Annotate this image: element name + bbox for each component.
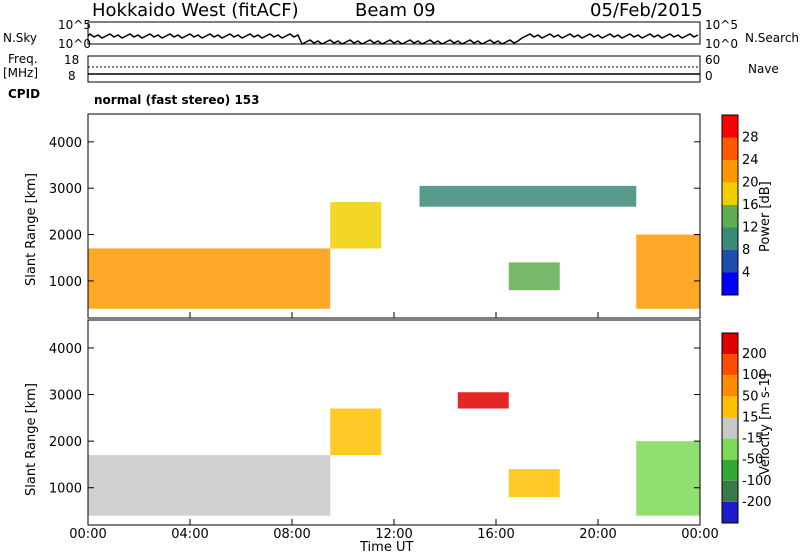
beam-title: Beam 09 [355, 0, 436, 21]
xtick-label-4: 16:00 [477, 527, 514, 542]
velocity-colorbar-tick-1: 100 [742, 368, 767, 383]
velocity-colorbar-frame [721, 332, 739, 524]
power-colorbar-swatch-3 [722, 205, 738, 228]
power-colorbar-tick-0: 4 [742, 266, 750, 281]
power-colorbar-frame [721, 114, 739, 296]
xtick-label-2: 08:00 [273, 527, 310, 542]
velocity-colorbar-swatch-5 [722, 396, 738, 418]
velocity-colorbar-swatch-6 [722, 375, 738, 397]
velocity-colorbar-swatch-1 [722, 480, 738, 502]
velocity-colorbar-swatch-7 [722, 354, 738, 376]
velocity-colorbar-tick-3: 15 [742, 410, 759, 425]
nave-bottom-tick: 0 [705, 69, 713, 83]
x-axis-label: Time UT [360, 540, 414, 555]
velocity-colorbar-tick-7: -200 [742, 495, 772, 510]
velocity-echo-region-2 [457, 392, 509, 409]
power-ytick-label-3: 4000 [49, 136, 82, 151]
xtick-label-5: 20:00 [579, 527, 616, 542]
velocity-ytick-label-3: 4000 [49, 342, 82, 357]
nsky-label: N.Sky [3, 31, 38, 45]
velocity-colorbar-swatch-4 [722, 417, 738, 439]
nave-label: Nave [748, 62, 779, 76]
nsearch-bottom-tick: 10^0 [705, 37, 738, 51]
power-ytick-label-1: 2000 [49, 229, 82, 244]
power-colorbar-swatch-6 [722, 137, 738, 160]
power-colorbar-swatch-2 [722, 227, 738, 250]
power-colorbar-swatch-1 [722, 250, 738, 273]
power-colorbar-tick-1: 8 [742, 243, 750, 258]
nsky-trace [87, 33, 699, 46]
power-colorbar-tick-4: 20 [742, 176, 759, 191]
velocity-colorbar-tick-4: -15 [742, 432, 763, 447]
power-colorbar-tick-2: 12 [742, 221, 759, 236]
power-colorbar-swatch-0 [722, 272, 738, 295]
power-colorbar-swatch-5 [722, 160, 738, 183]
freq-label: Freq. [8, 52, 38, 66]
nsearch-top-tick: 10^5 [705, 18, 738, 32]
velocity-ytick-label-1: 2000 [49, 435, 82, 450]
date-title: 05/Feb/2015 [590, 0, 703, 21]
velocity-colorbar-tick-6: -100 [742, 474, 772, 489]
power-ytick-label-0: 1000 [49, 275, 82, 290]
freq-unit: [MHz] [3, 66, 39, 80]
velocity-echo-region-4 [636, 441, 700, 516]
xtick-label-6: 00:00 [681, 527, 718, 542]
nave-top-tick: 60 [705, 53, 721, 67]
velocity-colorbar-tick-5: -50 [742, 453, 763, 468]
xtick-label-0: 00:00 [69, 527, 106, 542]
power-colorbar-tick-3: 16 [742, 198, 759, 213]
velocity-colorbar-swatch-3 [722, 438, 738, 460]
cpid-label: CPID [8, 87, 41, 101]
power-echo-region-2 [419, 185, 637, 207]
velocity-colorbar-swatch-2 [722, 459, 738, 481]
velocity-echo-region-0 [88, 455, 331, 516]
freq-top-tick: 18 [64, 53, 80, 67]
power-ytick-label-2: 3000 [49, 182, 82, 197]
velocity-echo-region-3 [508, 469, 560, 498]
power-colorbar-tick-6: 28 [742, 131, 759, 146]
xtick-label-1: 04:00 [171, 527, 208, 542]
nsearch-label: N.Search [745, 31, 800, 45]
velocity-ytick-label-0: 1000 [49, 482, 82, 497]
cpid-text: normal (fast stereo) 153 [94, 93, 260, 107]
power-echo-region-3 [508, 262, 560, 291]
station-title: Hokkaido West (fitACF) [92, 0, 299, 21]
velocity-ytick-label-2: 3000 [49, 389, 82, 404]
power-colorbar-swatch-4 [722, 182, 738, 205]
power-colorbar-tick-5: 24 [742, 153, 759, 168]
velocity-colorbar-tick-0: 200 [742, 347, 767, 362]
nsky-bottom-tick: 10^0 [58, 37, 91, 51]
xtick-label-3: 12:00 [375, 527, 412, 542]
velocity-colorbar-tick-2: 50 [742, 389, 759, 404]
freq-panel-frame [87, 55, 701, 83]
power-colorbar-swatch-7 [722, 115, 738, 138]
velocity-echo-region-1 [330, 408, 382, 456]
power-echo-region-4 [636, 234, 700, 309]
velocity-colorbar-swatch-0 [722, 501, 738, 523]
freq-bottom-tick: 8 [68, 69, 76, 83]
power-echo-region-0 [88, 248, 331, 309]
nsky-top-tick: 10^5 [58, 18, 91, 32]
power-echo-region-1 [330, 202, 382, 249]
velocity-colorbar-swatch-8 [722, 333, 738, 355]
nsky-panel-frame [87, 21, 701, 45]
